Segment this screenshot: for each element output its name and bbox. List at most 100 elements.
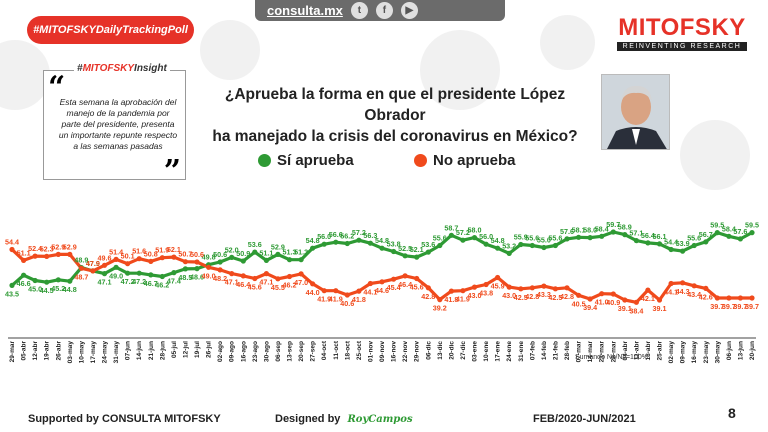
data-label-no: 50.8 bbox=[144, 249, 158, 258]
x-tick-label: 21-mar bbox=[599, 341, 606, 363]
data-point-yes bbox=[298, 257, 304, 263]
x-tick-label: 10-may bbox=[78, 341, 85, 364]
x-tick-label: 21-feb bbox=[552, 341, 559, 360]
data-label-yes: 55.6 bbox=[548, 234, 562, 243]
x-tick-label: 05-jul bbox=[171, 341, 178, 358]
data-label-no: 51.9 bbox=[155, 246, 169, 255]
data-point-no bbox=[263, 271, 269, 277]
data-point-no bbox=[506, 284, 512, 290]
x-tick-label: 02-may bbox=[668, 341, 675, 364]
data-point-no bbox=[483, 281, 489, 288]
x-tick-label: 22-nov bbox=[402, 341, 409, 362]
data-point-no bbox=[125, 261, 131, 267]
data-point-yes bbox=[194, 266, 200, 272]
data-point-yes bbox=[333, 239, 339, 245]
data-label-no: 39.7 bbox=[745, 302, 759, 311]
data-label-yes: 47.9 bbox=[86, 259, 100, 268]
data-point-no bbox=[576, 292, 582, 298]
x-tick-label: 29-mar bbox=[9, 341, 16, 363]
x-tick-label: 14-jun bbox=[136, 341, 143, 360]
data-point-yes bbox=[67, 278, 73, 284]
data-label-no: 49.6 bbox=[98, 253, 112, 262]
data-label-no: 42.5 bbox=[548, 293, 562, 302]
x-tick-label: 06-dic bbox=[425, 341, 432, 360]
data-point-yes bbox=[668, 246, 674, 253]
virus-decoration bbox=[420, 30, 500, 110]
data-label-no: 52.3 bbox=[40, 244, 54, 253]
data-point-no bbox=[90, 268, 96, 274]
data-label-no: 48.2 bbox=[213, 274, 227, 283]
data-label-yes: 56.7 bbox=[699, 230, 713, 239]
data-label-yes: 51.1 bbox=[259, 248, 273, 257]
data-label-no: 41.8 bbox=[352, 295, 366, 304]
data-label-no: 42.8 bbox=[525, 292, 539, 301]
data-point-yes bbox=[391, 248, 397, 255]
twitter-icon[interactable]: t bbox=[350, 2, 368, 19]
data-label-yes: 56.1 bbox=[653, 232, 667, 241]
data-label-yes: 51.3 bbox=[283, 248, 297, 257]
data-point-no bbox=[344, 292, 350, 298]
insight-heading: #MITOFSKYInsight bbox=[74, 63, 170, 74]
data-label-no: 39.2 bbox=[433, 304, 447, 313]
quote-open-icon: “ bbox=[48, 70, 66, 105]
data-point-no bbox=[564, 285, 570, 291]
top-bar: consulta.mx t f ▶ bbox=[255, 0, 505, 21]
data-label-yes: 53.9 bbox=[676, 239, 690, 248]
data-point-yes bbox=[726, 233, 732, 239]
data-label-no: 40.9 bbox=[606, 298, 620, 307]
data-label-yes: 56.0 bbox=[479, 232, 493, 241]
data-point-no bbox=[622, 297, 628, 303]
site-link[interactable]: consulta.mx bbox=[267, 3, 343, 18]
x-tick-label: 18-abr bbox=[645, 341, 652, 361]
data-label-yes: 43.5 bbox=[5, 289, 19, 298]
data-label-yes: 53.8 bbox=[387, 240, 401, 249]
data-label-no: 50.7 bbox=[178, 250, 192, 259]
x-tick-label: 12-jul bbox=[182, 341, 189, 358]
data-label-yes: 57.6 bbox=[733, 227, 747, 236]
x-tick-label: 29-nov bbox=[414, 341, 421, 362]
data-label-yes: 46.2 bbox=[155, 281, 169, 290]
data-label-yes: 56.3 bbox=[363, 231, 377, 240]
data-point-no bbox=[680, 280, 686, 286]
x-tick-label: 28-mar bbox=[610, 341, 617, 363]
data-point-no bbox=[425, 285, 431, 291]
x-tick-label: 27-sep bbox=[310, 341, 317, 362]
data-point-no bbox=[518, 286, 524, 292]
data-label-no: 39.7 bbox=[710, 302, 724, 311]
data-point-no bbox=[495, 274, 501, 281]
data-label-yes: 48.6 bbox=[190, 273, 204, 282]
x-tick-label: 07-mar bbox=[576, 341, 583, 363]
data-point-yes bbox=[55, 277, 61, 283]
data-point-no bbox=[460, 288, 466, 294]
data-label-no: 47.0 bbox=[294, 278, 308, 287]
data-point-yes bbox=[402, 253, 408, 259]
page-number: 8 bbox=[728, 405, 736, 421]
x-tick-label: 13-sep bbox=[287, 341, 294, 362]
facebook-icon[interactable]: f bbox=[375, 2, 393, 19]
data-point-yes bbox=[518, 241, 524, 248]
data-point-no bbox=[471, 284, 478, 290]
data-point-yes bbox=[414, 254, 420, 260]
data-point-yes bbox=[44, 279, 50, 285]
data-point-no bbox=[414, 275, 420, 282]
data-label-yes: 52.9 bbox=[271, 242, 285, 251]
data-point-no bbox=[610, 291, 616, 297]
x-tick-label: 27-dic bbox=[460, 341, 467, 360]
x-tick-label: 20-jun bbox=[749, 341, 756, 360]
x-tick-label: 16-nov bbox=[391, 341, 398, 362]
data-label-yes: 44.5 bbox=[40, 286, 54, 295]
legend-yes-swatch bbox=[258, 154, 271, 167]
x-tick-label: 10-ene bbox=[483, 341, 490, 362]
data-point-yes bbox=[101, 271, 108, 277]
data-label-yes: 57.2 bbox=[352, 228, 366, 237]
brand-logo: MITOFSKY REINVENTING RESEARCH bbox=[617, 15, 747, 51]
data-point-yes bbox=[703, 239, 709, 245]
data-label-no: 43.3 bbox=[537, 290, 551, 299]
x-tick-label: 19-abr bbox=[44, 341, 51, 361]
legend-yes-label: Sí aprueba bbox=[277, 152, 354, 169]
data-label-no: 50.6 bbox=[190, 250, 204, 259]
data-label-no: 43.8 bbox=[479, 289, 493, 298]
youtube-icon[interactable]: ▶ bbox=[400, 2, 418, 19]
data-label-no: 45.6 bbox=[248, 283, 262, 292]
data-label-yes: 58.1 bbox=[572, 225, 586, 234]
